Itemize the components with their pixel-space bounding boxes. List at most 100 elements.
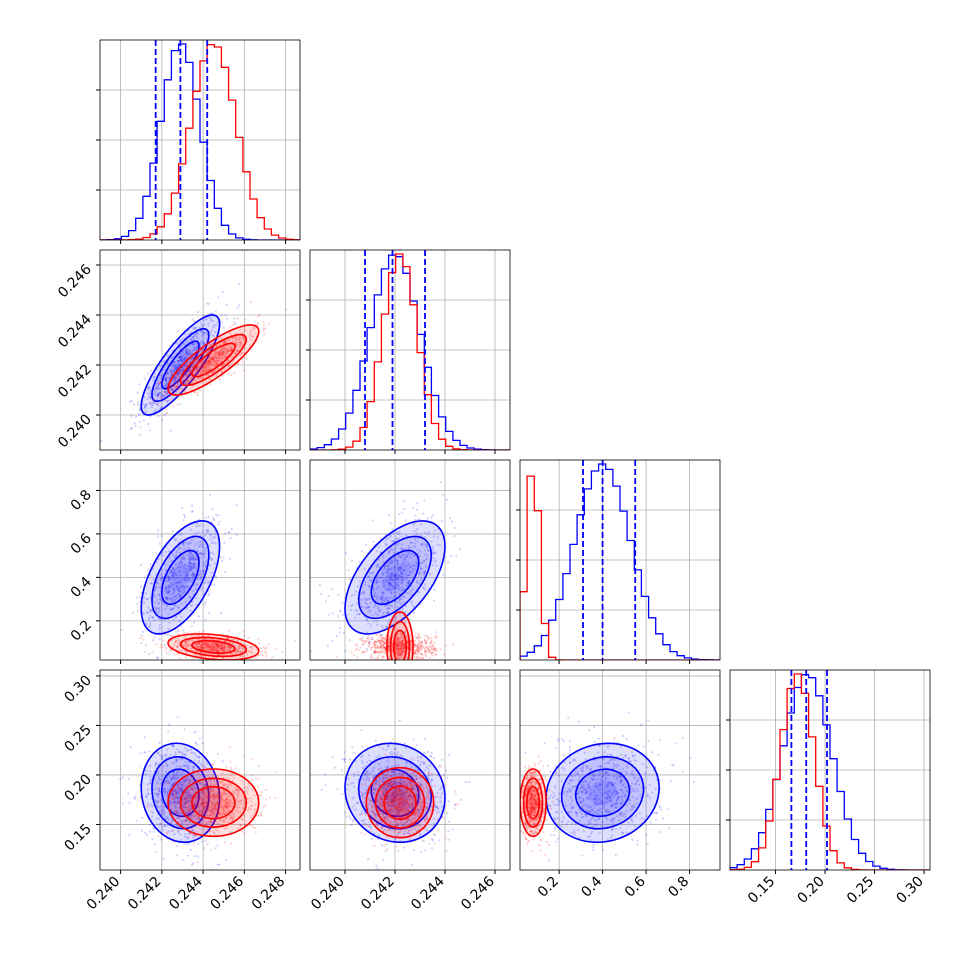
sample-point bbox=[212, 517, 215, 520]
sample-point bbox=[427, 549, 430, 552]
sample-point bbox=[407, 581, 410, 584]
sample-point bbox=[416, 645, 419, 649]
sample-point bbox=[220, 646, 223, 649]
sample-point bbox=[156, 403, 159, 406]
sample-point bbox=[409, 570, 412, 573]
sample-point bbox=[189, 350, 192, 353]
sample-point bbox=[194, 334, 197, 338]
sample-point bbox=[426, 517, 429, 520]
sample-point bbox=[223, 646, 226, 649]
sample-point bbox=[428, 573, 432, 576]
sample-point bbox=[379, 651, 382, 655]
sample-point bbox=[202, 340, 205, 343]
sample-point bbox=[423, 649, 427, 652]
sample-point bbox=[174, 573, 177, 576]
sample-point bbox=[200, 573, 203, 576]
sample-point bbox=[400, 543, 404, 546]
sample-point bbox=[191, 366, 194, 369]
sample-point bbox=[189, 568, 193, 571]
sample-point bbox=[388, 536, 391, 539]
sample-point bbox=[423, 536, 427, 539]
sample-point bbox=[196, 645, 200, 648]
sample-point bbox=[397, 639, 400, 642]
sample-point bbox=[187, 585, 190, 588]
sample-point bbox=[163, 394, 166, 397]
sample-point bbox=[164, 408, 168, 411]
sample-point bbox=[401, 548, 404, 551]
sample-point bbox=[172, 645, 175, 648]
sample-point bbox=[262, 327, 265, 330]
sample-point bbox=[164, 589, 167, 592]
sample-point bbox=[229, 346, 232, 349]
sample-point bbox=[198, 367, 201, 370]
sample-point bbox=[405, 560, 408, 564]
sample-point bbox=[208, 592, 211, 595]
sample-point bbox=[140, 641, 143, 645]
sample-point bbox=[324, 600, 328, 603]
sample-point bbox=[416, 636, 419, 639]
contour-red bbox=[191, 639, 236, 654]
sample-point bbox=[211, 641, 214, 644]
sample-point bbox=[120, 628, 123, 631]
sample-point bbox=[179, 356, 182, 359]
sample-point bbox=[405, 573, 408, 577]
sample-point bbox=[213, 641, 216, 645]
sample-point bbox=[191, 635, 194, 638]
sample-point bbox=[354, 616, 357, 620]
sample-point bbox=[243, 369, 246, 372]
sample-point bbox=[216, 363, 219, 366]
sample-point bbox=[207, 362, 210, 365]
sample-point bbox=[192, 343, 195, 346]
sample-point bbox=[386, 570, 389, 573]
sample-point bbox=[208, 362, 211, 365]
sample-point bbox=[137, 403, 140, 406]
sample-point bbox=[228, 531, 231, 534]
sample-point bbox=[210, 363, 213, 366]
sample-point bbox=[364, 581, 367, 584]
sample-point bbox=[365, 631, 369, 634]
sample-point bbox=[189, 567, 192, 570]
sample-point bbox=[390, 548, 393, 552]
sample-point bbox=[218, 643, 221, 646]
sample-point bbox=[389, 604, 392, 607]
sample-point bbox=[392, 597, 395, 600]
sample-point bbox=[170, 649, 173, 652]
sample-point bbox=[218, 352, 221, 356]
sample-point bbox=[189, 369, 192, 372]
sample-point bbox=[209, 363, 212, 366]
sample-point bbox=[201, 366, 204, 369]
sample-point bbox=[148, 402, 151, 405]
sample-point bbox=[171, 574, 174, 578]
sample-point bbox=[403, 644, 406, 647]
sample-point bbox=[208, 641, 211, 644]
sample-point bbox=[204, 601, 207, 604]
sample-point bbox=[227, 359, 230, 362]
sample-point bbox=[164, 392, 167, 395]
sample-point bbox=[365, 602, 368, 606]
sample-point bbox=[171, 365, 174, 368]
sample-point bbox=[196, 370, 199, 373]
sample-point bbox=[238, 341, 241, 344]
sample-point bbox=[202, 536, 205, 539]
sample-point bbox=[196, 558, 199, 561]
sample-point bbox=[244, 318, 247, 321]
sample-point bbox=[188, 843, 191, 846]
sample-point bbox=[167, 576, 170, 579]
sample-point bbox=[198, 574, 201, 577]
sample-point bbox=[182, 644, 185, 647]
sample-point bbox=[281, 650, 284, 653]
sample-point bbox=[228, 349, 231, 352]
sample-point bbox=[181, 370, 184, 373]
sample-point bbox=[181, 542, 184, 545]
sample-point bbox=[217, 350, 220, 353]
sample-point bbox=[183, 577, 186, 580]
sample-point bbox=[161, 601, 164, 604]
sample-point bbox=[414, 518, 417, 522]
sample-point bbox=[386, 579, 389, 582]
sample-point bbox=[143, 576, 147, 579]
sample-point bbox=[165, 377, 168, 380]
sample-point bbox=[391, 572, 394, 575]
sample-point bbox=[389, 582, 392, 586]
sample-point bbox=[179, 355, 182, 358]
sample-point bbox=[227, 350, 230, 353]
